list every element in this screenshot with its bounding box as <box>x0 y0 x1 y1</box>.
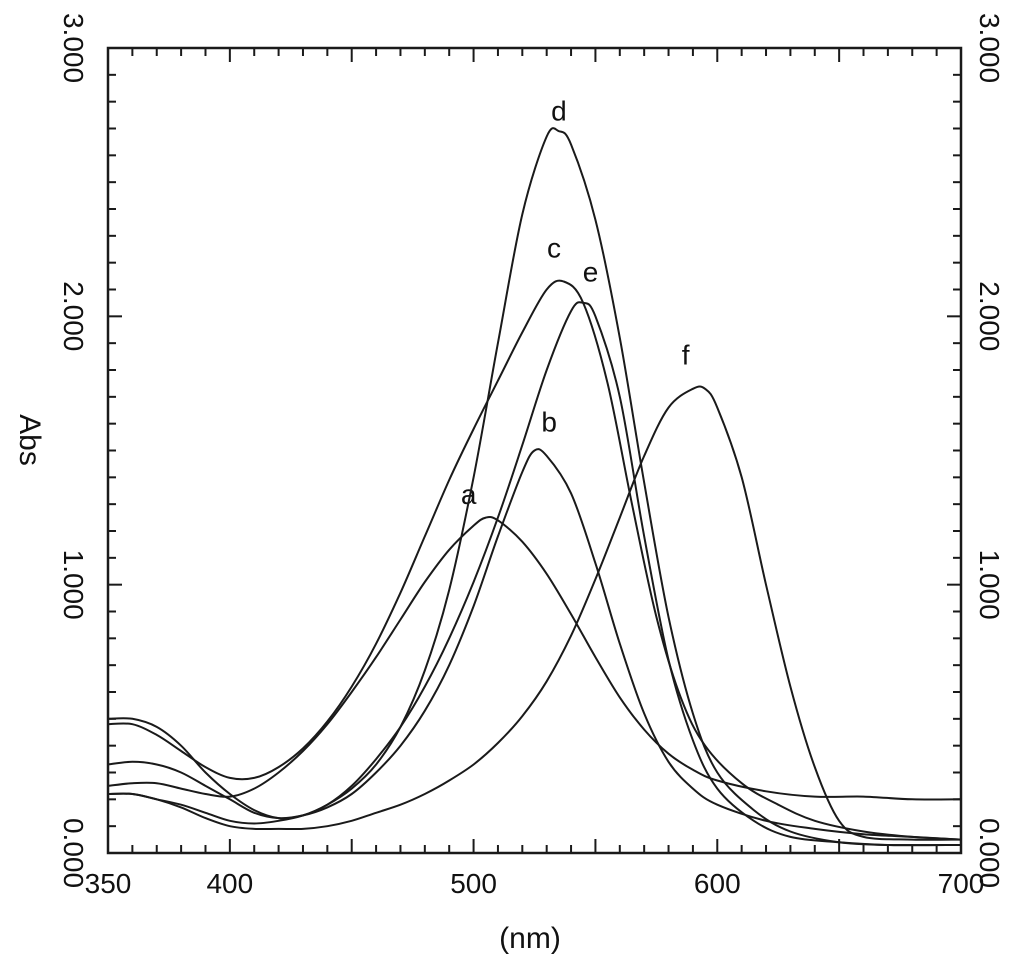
y-axis-title: Abs <box>13 414 46 466</box>
y-tick-label-right: 0.000 <box>974 818 1005 888</box>
series-line-a <box>107 515 962 801</box>
series-line-f <box>107 385 962 841</box>
series-line-b <box>107 448 962 841</box>
series-label-f: f <box>682 340 690 371</box>
series-label-c: c <box>547 232 561 263</box>
y-tick-label-left: 2.000 <box>58 281 89 351</box>
y-tick-label-left: 3.000 <box>58 13 89 83</box>
y-tick-label-left: 0.000 <box>58 818 89 888</box>
series-label-e: e <box>583 256 599 287</box>
series-line-c <box>107 279 962 841</box>
series-line-e <box>107 301 962 847</box>
series-label-a: a <box>461 479 477 510</box>
x-tick-label: 500 <box>450 868 497 899</box>
series-label-d: d <box>551 95 567 126</box>
tick-marks <box>107 47 962 854</box>
tick-labels: 350 400 500 600 7000.0001.0002.0003.0000.000… <box>58 13 1005 899</box>
x-tick-label: 700 <box>938 868 985 899</box>
x-tick-label: 600 <box>694 868 741 899</box>
y-tick-label-right: 1.000 <box>974 550 1005 620</box>
y-tick-label-right: 2.000 <box>974 281 1005 351</box>
y-tick-label-right: 3.000 <box>974 13 1005 83</box>
spectra-series: a b c d e f <box>107 95 962 847</box>
series-label-b: b <box>541 407 557 438</box>
x-tick-label: 350 <box>85 868 132 899</box>
x-axis-title: (nm) <box>499 922 561 955</box>
series-line-d <box>107 127 962 847</box>
y-tick-label-left: 1.000 <box>58 550 89 620</box>
x-tick-label: 400 <box>206 868 253 899</box>
